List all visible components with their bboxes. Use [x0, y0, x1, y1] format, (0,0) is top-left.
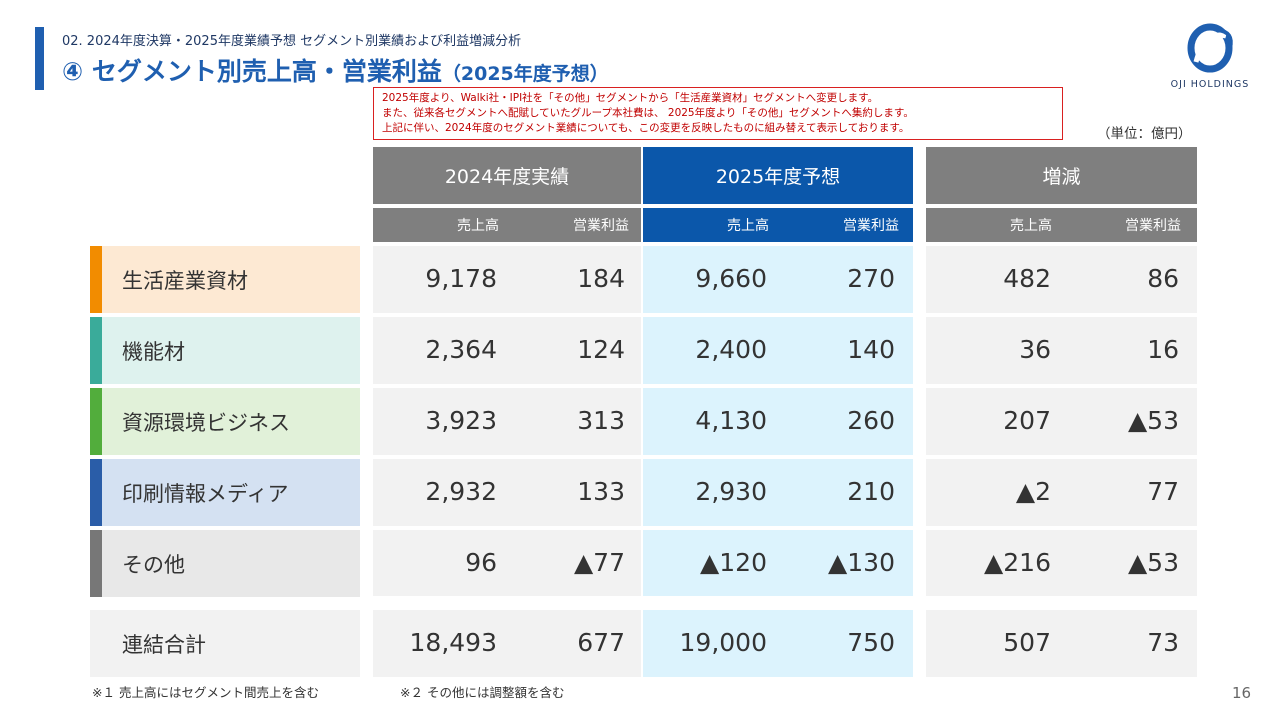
segment-name: 生活産業資材 [122, 268, 248, 293]
oji-logo: OJI HOLDINGS [1170, 22, 1250, 92]
segment-color-mark [90, 459, 102, 526]
title-accent-bar [35, 27, 44, 90]
cell-2024-sales: 3,923 [425, 406, 497, 435]
page-number: 16 [1232, 684, 1252, 702]
cell-2025-sales: 2,400 [695, 335, 767, 364]
header-2025-forecast: 2025年度予想 [643, 147, 913, 204]
notice-box: 2025年度より、Walki社・IPI社を「その他」セグメントから「生活産業資材… [373, 87, 1063, 140]
page-title: ④ セグメント別売上高・営業利益（2025年度予想） [62, 52, 609, 88]
subheader-profit: 営業利益 [1125, 218, 1181, 234]
segment-name: 資源環境ビジネス [122, 410, 290, 435]
cell-change-profit: ▲53 [1127, 548, 1179, 577]
total-2025-profit: 750 [847, 628, 895, 657]
cell-2024-profit: ▲77 [573, 548, 625, 577]
cell-2024-profit: 133 [577, 477, 625, 506]
segment-name: その他 [122, 552, 185, 577]
segment-label-resources: 資源環境ビジネス [90, 388, 360, 455]
row-separator [373, 384, 1197, 388]
subheader-profit: 営業利益 [843, 218, 899, 234]
cell-2025-sales: 2,930 [695, 477, 767, 506]
total-2025-sales: 19,000 [679, 628, 767, 657]
cell-2024-sales: 2,364 [425, 335, 497, 364]
subheader-sales: 売上高 [457, 218, 499, 234]
panel-change-body [926, 246, 1197, 596]
cell-2025-sales: 4,130 [695, 406, 767, 435]
cell-2025-profit: 260 [847, 406, 895, 435]
cell-2025-profit: 210 [847, 477, 895, 506]
cell-2025-profit: ▲130 [828, 548, 895, 577]
page-title-sub: （2025年度予想） [441, 63, 609, 85]
row-separator [373, 313, 1197, 317]
segment-color-mark [90, 530, 102, 597]
cell-2025-sales: ▲120 [700, 548, 767, 577]
total-change-sales: 507 [1003, 628, 1051, 657]
cell-2024-sales: 96 [465, 548, 497, 577]
panel-2024-total [373, 610, 641, 677]
unit-note: （単位：億円） [1097, 126, 1192, 142]
cell-change-profit: 86 [1147, 264, 1179, 293]
total-change-profit: 73 [1147, 628, 1179, 657]
panel-change-total [926, 610, 1197, 677]
notice-line-2: また、従来各セグメントへ配賦していたグループ本社費は、 2025年度より「その他… [382, 107, 914, 119]
subheader-change: 売上高 営業利益 [926, 208, 1197, 242]
total-2024-sales: 18,493 [409, 628, 497, 657]
cell-change-profit: 16 [1147, 335, 1179, 364]
cell-change-sales: ▲216 [984, 548, 1051, 577]
subheader-profit: 営業利益 [573, 218, 629, 234]
cell-change-profit: 77 [1147, 477, 1179, 506]
header-change: 増減 [926, 147, 1197, 204]
cell-2025-sales: 9,660 [695, 264, 767, 293]
cell-2024-profit: 313 [577, 406, 625, 435]
segment-label-other: その他 [90, 530, 360, 597]
cell-change-sales: ▲2 [1015, 477, 1051, 506]
segment-name: 連結合計 [122, 632, 206, 657]
segment-color-mark [90, 317, 102, 384]
panel-2024-body [373, 246, 641, 596]
logo-text: OJI HOLDINGS [1170, 79, 1250, 90]
subheader-2025: 売上高 営業利益 [643, 208, 913, 242]
cell-2025-profit: 270 [847, 264, 895, 293]
total-2024-profit: 677 [577, 628, 625, 657]
header-2024-actual: 2024年度実績 [373, 147, 641, 204]
segment-label-printing: 印刷情報メディア [90, 459, 360, 526]
panel-2025-total [643, 610, 913, 677]
page-title-main: ④ セグメント別売上高・営業利益 [62, 57, 442, 86]
row-separator [373, 455, 1197, 459]
cell-2024-sales: 2,932 [425, 477, 497, 506]
segment-color-mark [90, 246, 102, 313]
oji-logo-mark-icon [1187, 23, 1233, 73]
cell-change-profit: ▲53 [1127, 406, 1179, 435]
panel-2025-body [643, 246, 913, 596]
cell-2024-profit: 124 [577, 335, 625, 364]
subheader-sales: 売上高 [1010, 218, 1052, 234]
segment-label-functional: 機能材 [90, 317, 360, 384]
segment-label-total: 連結合計 [90, 610, 360, 677]
cell-change-sales: 36 [1019, 335, 1051, 364]
footnote-2: ※２ その他には調整額を含む [400, 685, 565, 700]
cell-2025-profit: 140 [847, 335, 895, 364]
segment-color-mark [90, 388, 102, 455]
cell-2024-profit: 184 [577, 264, 625, 293]
row-separator [373, 526, 1197, 530]
subheader-2024: 売上高 営業利益 [373, 208, 641, 242]
cell-change-sales: 482 [1003, 264, 1051, 293]
segment-label-lifestyle: 生活産業資材 [90, 246, 360, 313]
cell-change-sales: 207 [1003, 406, 1051, 435]
notice-line-3: 上記に伴い、2024年度のセグメント業績についても、この変更を反映したものに組み… [382, 122, 910, 134]
breadcrumb: 02. 2024年度決算・2025年度業績予想 セグメント別業績および利益増減分… [62, 34, 522, 49]
footnote-1: ※１ 売上高にはセグメント間売上を含む [92, 685, 319, 700]
segment-name: 印刷情報メディア [122, 481, 289, 506]
subheader-sales: 売上高 [727, 218, 769, 234]
cell-2024-sales: 9,178 [425, 264, 497, 293]
segment-name: 機能材 [122, 339, 185, 364]
notice-line-1: 2025年度より、Walki社・IPI社を「その他」セグメントから「生活産業資材… [382, 92, 879, 104]
